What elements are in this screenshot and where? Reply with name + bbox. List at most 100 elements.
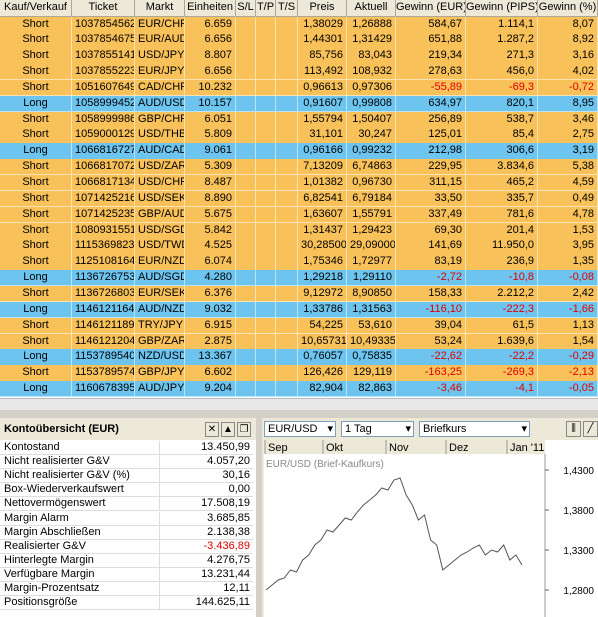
empty-cell: [276, 64, 298, 81]
position-row[interactable]: [0, 143, 598, 160]
empty-cell: [236, 285, 256, 303]
panel-title: Kontoübersicht (EUR): [4, 423, 119, 435]
column-header: T/P: [256, 0, 276, 17]
position-row[interactable]: [0, 48, 598, 65]
empty-cell: [236, 365, 256, 382]
table-cell: 1080931551: [72, 222, 135, 239]
position-row[interactable]: [0, 317, 598, 334]
position-row[interactable]: [0, 301, 598, 319]
table-cell: 29,09000: [347, 238, 396, 255]
table-cell: 5.675: [185, 206, 236, 224]
position-row[interactable]: [0, 111, 598, 128]
position-row[interactable]: [0, 175, 598, 192]
table-cell: Short: [0, 32, 72, 49]
position-row[interactable]: [0, 206, 598, 224]
account-value: 0,00: [160, 483, 253, 498]
table-cell: 54,225: [298, 317, 347, 334]
empty-cell: [276, 222, 298, 239]
close-button[interactable]: ✕: [205, 422, 219, 437]
table-cell: 31,101: [298, 127, 347, 144]
position-row[interactable]: [0, 64, 598, 81]
empty-cell: [236, 333, 256, 350]
table-cell: 256,89: [396, 111, 466, 128]
chart-type-button[interactable]: ⫼: [566, 421, 581, 437]
scrollbar[interactable]: [0, 398, 598, 410]
position-row[interactable]: [0, 254, 598, 271]
table-cell: 8.487: [185, 175, 236, 192]
position-row[interactable]: [0, 32, 598, 49]
table-cell: 6.656: [185, 32, 236, 49]
table-cell: -10,8: [466, 270, 538, 287]
table-cell: 1,72977: [347, 254, 396, 271]
table-cell: GBP/CHF: [135, 111, 185, 128]
y-tick-label: 1,3800: [563, 506, 594, 517]
empty-cell: [236, 127, 256, 144]
table-cell: 9.032: [185, 301, 236, 319]
table-cell: 1,44301: [298, 32, 347, 49]
table-cell: 271,3: [466, 48, 538, 65]
position-row[interactable]: [0, 16, 598, 33]
table-cell: -22,2: [466, 349, 538, 366]
table-cell: 8,92: [538, 32, 598, 49]
empty-cell: [256, 111, 276, 128]
table-cell: -3,46: [396, 381, 466, 398]
table-cell: 10.157: [185, 95, 236, 113]
position-row[interactable]: [0, 222, 598, 239]
table-cell: 10,49335: [347, 333, 396, 350]
draw-button[interactable]: ╱: [583, 421, 598, 437]
table-cell: 306,6: [466, 143, 538, 160]
empty-cell: [276, 143, 298, 160]
table-cell: Short: [0, 254, 72, 271]
account-label: Nicht realisierter G&V (%): [0, 469, 160, 484]
empty-cell: [256, 190, 276, 208]
column-header: Kauf/Verkauf: [0, 0, 72, 17]
table-cell: 6.074: [185, 254, 236, 271]
table-cell: Short: [0, 206, 72, 224]
position-row[interactable]: [0, 95, 598, 113]
position-row[interactable]: [0, 349, 598, 366]
detach-button[interactable]: ❐: [237, 422, 251, 437]
position-row[interactable]: [0, 333, 598, 350]
table-cell: 1,01382: [298, 175, 347, 192]
period: 1 Tag: [345, 423, 372, 435]
table-cell: 236,9: [466, 254, 538, 271]
table-cell: 8,90850: [347, 285, 396, 303]
position-row[interactable]: [0, 270, 598, 287]
empty-cell: [236, 143, 256, 160]
table-cell: NZD/USD: [135, 349, 185, 366]
month-label: Nov: [389, 442, 409, 454]
collapse-button[interactable]: ▲: [221, 422, 235, 437]
table-cell: Short: [0, 333, 72, 350]
table-cell: 6.051: [185, 111, 236, 128]
position-row[interactable]: [0, 127, 598, 144]
table-cell: 1125108164: [72, 254, 135, 271]
position-row[interactable]: [0, 238, 598, 255]
position-row[interactable]: [0, 190, 598, 208]
table-cell: 219,34: [396, 48, 466, 65]
table-cell: Long: [0, 301, 72, 319]
position-row[interactable]: [0, 79, 598, 97]
account-label: Positionsgröße: [0, 596, 160, 611]
table-cell: -0,29: [538, 349, 598, 366]
account-value: 4.276,75: [160, 554, 253, 568]
table-cell: 1146121189: [72, 317, 135, 334]
dropdown-arrow: ▾: [521, 423, 527, 435]
empty-cell: [256, 95, 276, 113]
account-value: -3.436,89: [160, 540, 253, 554]
period-dropdown[interactable]: 1 Tag ▾: [341, 421, 414, 437]
empty-cell: [236, 16, 256, 33]
table-cell: EUR/AUD: [135, 32, 185, 49]
account-panel: Kontoübersicht (EUR) ✕ ▲ ❐ Kontostand 13.…: [0, 418, 256, 617]
position-row[interactable]: [0, 381, 598, 398]
table-cell: Short: [0, 190, 72, 208]
position-row[interactable]: [0, 159, 598, 176]
price-type-dropdown[interactable]: Briefkurs ▾: [419, 421, 530, 437]
instrument-dropdown[interactable]: EUR/USD ▾: [264, 421, 336, 437]
table-cell: AUD/SGD: [135, 270, 185, 287]
empty-cell: [276, 95, 298, 113]
month-label: Sep: [268, 442, 288, 454]
position-row[interactable]: [0, 285, 598, 303]
table-cell: 278,63: [396, 64, 466, 81]
position-row[interactable]: [0, 365, 598, 382]
table-cell: 311,15: [396, 175, 466, 192]
